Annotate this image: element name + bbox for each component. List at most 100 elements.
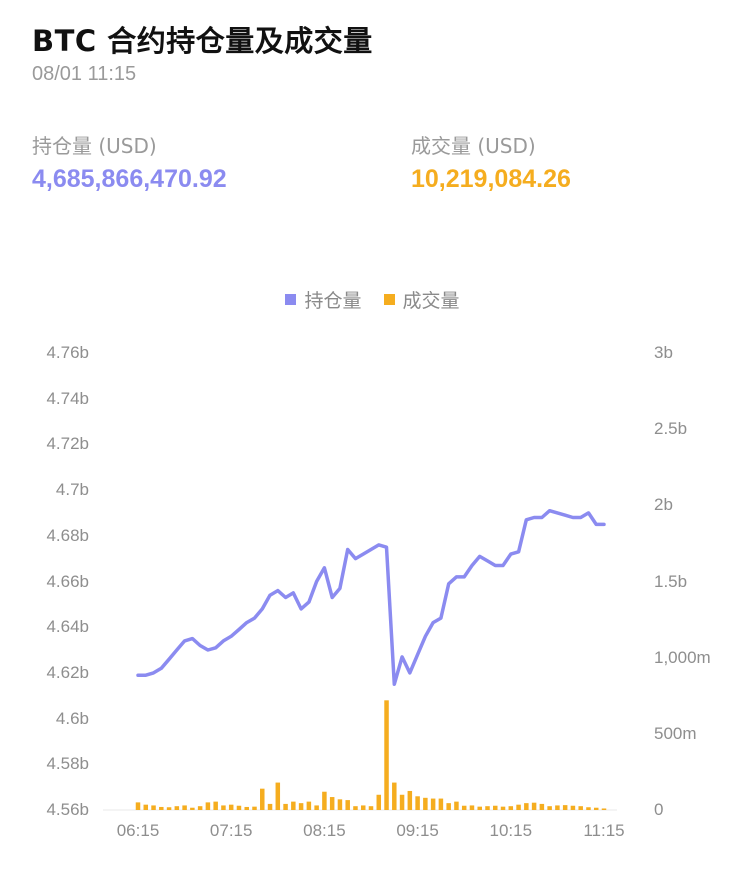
volume-bar[interactable]: [539, 803, 545, 810]
left-axis-tick-label: 4.6b: [55, 708, 89, 728]
volume-bar[interactable]: [337, 799, 343, 810]
volume-bar[interactable]: [485, 806, 490, 810]
volume-bar[interactable]: [516, 804, 521, 810]
volume-bar[interactable]: [423, 797, 428, 810]
volume-bar[interactable]: [438, 798, 444, 810]
volume-bar[interactable]: [593, 807, 599, 810]
legend-item-volume[interactable]: 成交量: [383, 286, 460, 313]
left-axis-tick-label: 4.62b: [46, 662, 89, 682]
volume-bar[interactable]: [151, 805, 156, 810]
volume-stat: 成交量 (USD) 10,219,084.26: [411, 130, 571, 194]
volume-bar[interactable]: [267, 803, 273, 810]
right-axis-tick-label: 3b: [654, 343, 673, 362]
volume-bar[interactable]: [252, 806, 257, 810]
volume-bar[interactable]: [353, 806, 358, 810]
volume-bar[interactable]: [260, 788, 265, 810]
x-axis-tick-label: 10:15: [489, 821, 533, 840]
volume-bar[interactable]: [298, 803, 304, 810]
page-title: BTC 合约持仓量及成交量: [32, 24, 373, 58]
legend-swatch-icon: [285, 294, 297, 305]
left-axis-tick-label: 4.7b: [55, 480, 89, 500]
right-axis-tick-label: 2.5b: [654, 419, 688, 439]
volume-bar[interactable]: [205, 802, 211, 810]
volume-bar[interactable]: [197, 806, 203, 810]
volume-bar[interactable]: [143, 804, 149, 810]
volume-bar[interactable]: [159, 806, 164, 810]
left-axis-tick-label: 4.56b: [46, 800, 89, 819]
volume-bar[interactable]: [570, 805, 576, 810]
volume-bar[interactable]: [508, 806, 514, 810]
open-interest-label: 持仓量 (USD): [32, 134, 157, 158]
volume-bar[interactable]: [531, 802, 537, 810]
volume-bar[interactable]: [376, 794, 382, 810]
left-axis-tick-label: 4.58b: [46, 754, 89, 774]
chart-legend: 持仓量 成交量: [0, 286, 745, 313]
timestamp: 08/01 11:15: [32, 63, 137, 85]
volume-bar[interactable]: [407, 790, 413, 810]
volume-bar[interactable]: [454, 801, 459, 810]
legend-item-open-interest[interactable]: 持仓量: [285, 286, 362, 313]
left-axis-tick-label: 4.66b: [46, 571, 89, 591]
legend-label: 成交量: [402, 290, 460, 312]
left-axis-tick-label: 4.64b: [46, 617, 89, 637]
volume-bar[interactable]: [586, 807, 591, 810]
volume-bar[interactable]: [322, 791, 327, 810]
legend-label: 持仓量: [304, 290, 362, 312]
volume-bar[interactable]: [174, 806, 180, 810]
volume-bar[interactable]: [166, 807, 172, 810]
volume-bar[interactable]: [562, 805, 568, 810]
volume-bar[interactable]: [345, 800, 350, 810]
legend-swatch-icon: [383, 294, 395, 305]
volume-bar[interactable]: [236, 805, 242, 810]
volume-bars: [135, 700, 607, 810]
x-axis-tick-label: 07:15: [209, 821, 253, 840]
open-interest-stat: 持仓量 (USD) 4,685,866,470.92: [32, 130, 227, 194]
right-axis-tick-label: 500m: [654, 723, 697, 743]
volume-bar[interactable]: [477, 806, 482, 810]
right-axis-tick-label: 0: [654, 800, 664, 819]
volume-bar[interactable]: [500, 806, 506, 810]
volume-bar[interactable]: [493, 805, 498, 810]
volume-bar[interactable]: [360, 805, 366, 810]
open-interest-value: 4,685,866,470.92: [32, 165, 227, 193]
volume-label: 成交量 (USD): [411, 134, 536, 158]
volume-bar[interactable]: [524, 803, 529, 810]
volume-bar[interactable]: [430, 798, 436, 810]
x-axis-tick-label: 08:15: [303, 821, 346, 840]
volume-bar[interactable]: [275, 782, 281, 810]
volume-bar[interactable]: [392, 782, 397, 810]
x-axis-tick-label: 11:15: [583, 821, 625, 840]
volume-bar[interactable]: [368, 806, 374, 810]
volume-bar[interactable]: [601, 808, 607, 810]
volume-bar[interactable]: [306, 801, 312, 810]
volume-bar[interactable]: [329, 797, 335, 810]
volume-bar[interactable]: [555, 805, 560, 810]
right-axis-tick-label: 2b: [654, 495, 673, 515]
volume-bar[interactable]: [547, 806, 552, 810]
volume-bar[interactable]: [228, 804, 234, 810]
volume-bar[interactable]: [446, 803, 451, 810]
volume-bar[interactable]: [578, 806, 583, 810]
volume-bar[interactable]: [135, 802, 141, 810]
volume-bar[interactable]: [469, 805, 475, 810]
volume-bar[interactable]: [461, 805, 467, 810]
volume-bar[interactable]: [415, 796, 420, 810]
volume-bar[interactable]: [213, 801, 218, 810]
open-interest-line: [136, 508, 606, 687]
left-axis-tick-label: 4.74b: [46, 388, 89, 408]
volume-bar[interactable]: [291, 801, 296, 810]
volume-bar[interactable]: [314, 805, 319, 810]
volume-bar[interactable]: [182, 805, 187, 810]
x-axis-tick-label: 09:15: [396, 821, 439, 840]
volume-bar[interactable]: [384, 700, 389, 810]
left-axis-tick-label: 4.68b: [46, 525, 89, 545]
volume-bar[interactable]: [399, 794, 405, 810]
volume-bar[interactable]: [190, 807, 195, 810]
volume-bar[interactable]: [283, 803, 288, 810]
right-axis-tick-label: 1,000m: [654, 647, 711, 667]
volume-bar[interactable]: [244, 806, 249, 810]
right-axis-tick-label: 1.5b: [654, 571, 688, 591]
left-axis-tick-label: 4.72b: [46, 434, 89, 454]
volume-bar[interactable]: [221, 805, 226, 810]
